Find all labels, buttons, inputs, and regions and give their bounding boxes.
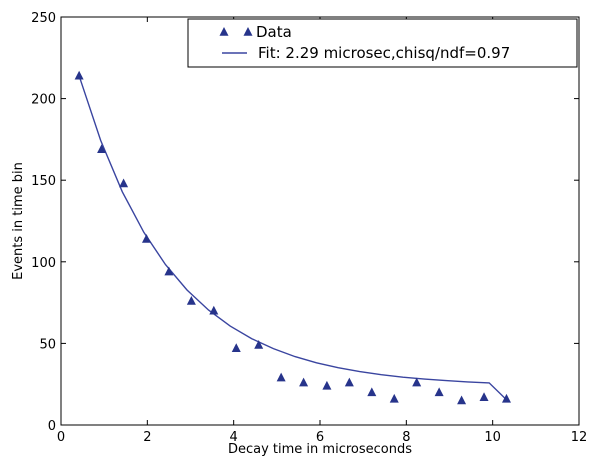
data-point — [389, 393, 399, 403]
y-tick-label: 200 — [31, 93, 56, 108]
legend: Data Fit: 2.29 microsec,chisq/ndf=0.97 — [187, 18, 578, 68]
x-tick-label: 8 — [402, 430, 410, 445]
x-axis-ticks: 0 2 4 6 8 10 12 — [57, 17, 587, 445]
y-axis-label: Events in time bin — [11, 162, 26, 280]
y-tick-label: 150 — [31, 174, 56, 189]
x-tick-label: 4 — [230, 430, 238, 445]
x-tick-label: 10 — [484, 430, 501, 445]
data-point — [434, 387, 444, 397]
fit-line — [78, 75, 507, 401]
y-tick-label: 50 — [39, 337, 56, 352]
y-tick-label: 250 — [31, 11, 56, 26]
data-point — [186, 295, 196, 305]
legend-box — [187, 18, 578, 68]
x-axis-label: Decay time in microseconds — [228, 442, 412, 456]
data-point — [119, 178, 129, 188]
data-point — [276, 372, 286, 382]
data-points-layer — [74, 70, 511, 405]
y-axis-ticks: 0 50 100 150 200 250 — [31, 11, 579, 434]
data-point — [74, 70, 84, 80]
x-tick-label: 2 — [143, 430, 151, 445]
x-tick-label: 0 — [57, 430, 65, 445]
data-point — [164, 266, 174, 276]
data-point — [141, 233, 151, 243]
data-point — [299, 377, 309, 387]
data-point — [457, 395, 467, 405]
data-point — [479, 392, 489, 402]
data-point — [254, 340, 264, 349]
legend-data-marker-1 — [219, 27, 229, 36]
fit-line-layer — [78, 75, 507, 401]
plot-area — [60, 16, 580, 426]
data-point — [344, 377, 354, 387]
x-tick-label: 12 — [571, 430, 588, 445]
data-point — [367, 387, 377, 397]
data-point — [97, 144, 107, 153]
data-point — [412, 377, 422, 387]
data-point — [501, 393, 511, 403]
legend-label-fit: Fit: 2.29 microsec,chisq/ndf=0.97 — [258, 44, 510, 62]
legend-data-marker — [219, 27, 253, 36]
legend-label-data: Data — [256, 23, 292, 41]
y-tick-label: 0 — [48, 419, 56, 434]
x-tick-label: 6 — [316, 430, 324, 445]
y-tick-label: 100 — [31, 256, 56, 271]
data-point — [209, 305, 219, 315]
data-point — [322, 380, 332, 390]
legend-data-marker-2 — [243, 27, 253, 36]
data-point — [231, 343, 241, 353]
